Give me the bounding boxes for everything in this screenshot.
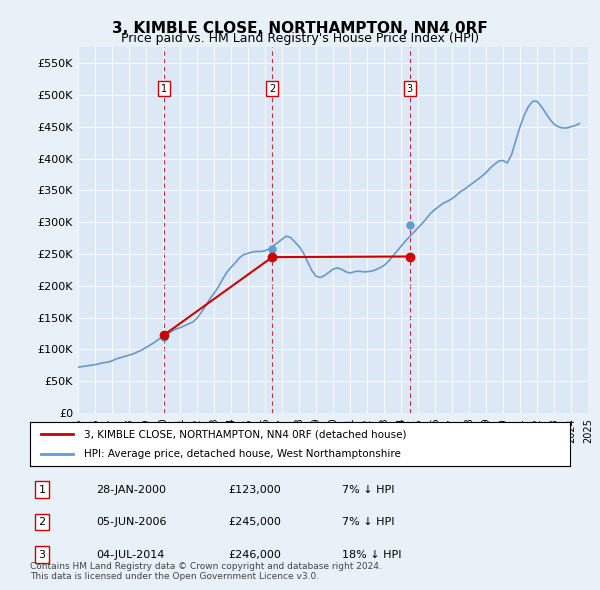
Text: 7% ↓ HPI: 7% ↓ HPI [342, 517, 395, 527]
Text: 7% ↓ HPI: 7% ↓ HPI [342, 485, 395, 494]
Text: £246,000: £246,000 [228, 550, 281, 559]
Text: 1: 1 [161, 84, 167, 94]
Text: 2: 2 [38, 517, 46, 527]
Text: 2: 2 [269, 84, 275, 94]
Text: 3: 3 [407, 84, 413, 94]
Text: 05-JUN-2006: 05-JUN-2006 [96, 517, 167, 527]
Text: 1: 1 [38, 485, 46, 494]
Text: £123,000: £123,000 [228, 485, 281, 494]
Text: 04-JUL-2014: 04-JUL-2014 [96, 550, 164, 559]
Text: Contains HM Land Registry data © Crown copyright and database right 2024.
This d: Contains HM Land Registry data © Crown c… [30, 562, 382, 581]
Text: 3: 3 [38, 550, 46, 559]
Text: 3, KIMBLE CLOSE, NORTHAMPTON, NN4 0RF: 3, KIMBLE CLOSE, NORTHAMPTON, NN4 0RF [112, 21, 488, 35]
Text: 3, KIMBLE CLOSE, NORTHAMPTON, NN4 0RF (detached house): 3, KIMBLE CLOSE, NORTHAMPTON, NN4 0RF (d… [84, 430, 407, 439]
Text: £245,000: £245,000 [228, 517, 281, 527]
Text: 28-JAN-2000: 28-JAN-2000 [96, 485, 166, 494]
Text: 18% ↓ HPI: 18% ↓ HPI [342, 550, 401, 559]
Text: Price paid vs. HM Land Registry's House Price Index (HPI): Price paid vs. HM Land Registry's House … [121, 32, 479, 45]
Text: HPI: Average price, detached house, West Northamptonshire: HPI: Average price, detached house, West… [84, 449, 401, 458]
